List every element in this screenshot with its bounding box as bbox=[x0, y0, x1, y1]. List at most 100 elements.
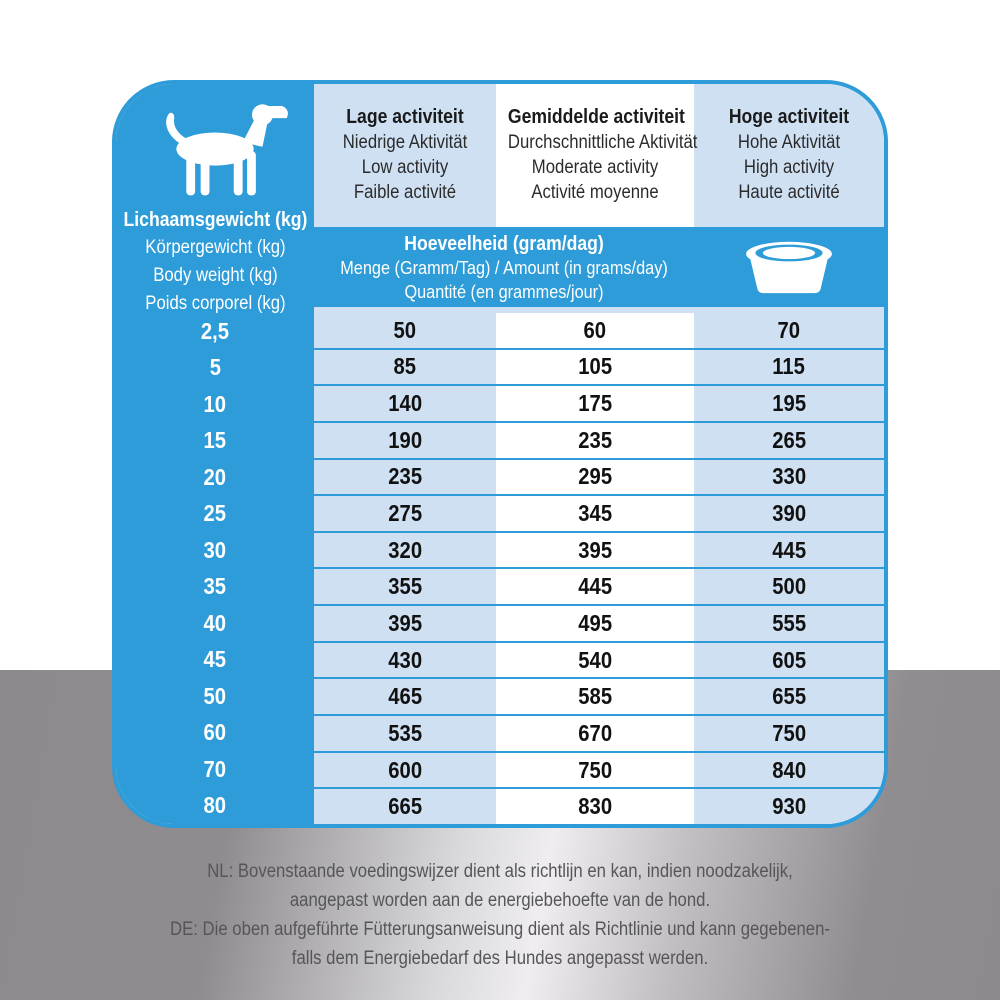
amount-cell: 140 bbox=[314, 386, 496, 421]
amount-label-fr: Quantité (en grammes/jour) bbox=[404, 281, 604, 302]
amount-label-de-en: Menge (Gramm/Tag) / Amount (in grams/day… bbox=[340, 257, 668, 278]
amount-cell: 70 bbox=[694, 313, 884, 348]
amount-cell: 395 bbox=[496, 532, 694, 568]
amounts-main: Lage activiteit Niedrige Aktivität Low a… bbox=[314, 84, 884, 824]
footnotes: NL: Bovenstaande voedingswijzer dient al… bbox=[0, 857, 1000, 973]
amount-cell: 655 bbox=[694, 679, 884, 715]
weight-cell: 70 bbox=[203, 755, 227, 782]
table-row: 190 235 265 bbox=[314, 422, 884, 460]
amount-cell: 600 bbox=[314, 752, 496, 788]
table-row: 600 750 840 bbox=[314, 752, 884, 790]
footnote-nl-line1: NL: Bovenstaande voedingswijzer dient al… bbox=[207, 861, 793, 882]
footnote-nl-line2: aangepast worden aan de energiebehoefte … bbox=[289, 890, 711, 911]
amount-cell: 345 bbox=[496, 496, 694, 531]
amount-cell: 295 bbox=[496, 459, 694, 495]
header-line: Hohe Aktivität bbox=[737, 132, 841, 153]
amount-cell: 60 bbox=[496, 313, 694, 348]
amount-cell: 500 bbox=[694, 569, 884, 605]
feeding-table-card: Lichaamsgewicht (kg) Körpergewicht (kg) … bbox=[112, 80, 888, 828]
amount-cell: 355 bbox=[314, 569, 496, 605]
table-row: 235 295 330 bbox=[314, 459, 884, 497]
amount-cell: 175 bbox=[496, 386, 694, 421]
weight-cell: 35 bbox=[203, 573, 227, 600]
amount-cell: 670 bbox=[496, 716, 694, 751]
weight-cell: 45 bbox=[203, 646, 227, 673]
weight-cell: 60 bbox=[203, 719, 227, 746]
body-weight-label-fr: Poids corporel (kg) bbox=[144, 293, 286, 314]
amount-cell: 195 bbox=[694, 386, 884, 421]
header-line: Haute activité bbox=[738, 182, 840, 203]
header-line: Faible activité bbox=[353, 182, 457, 203]
band-row-gap bbox=[314, 307, 884, 313]
amount-cell: 105 bbox=[496, 349, 694, 385]
footnote-de-line1: DE: Die oben aufgeführte Fütterungsanwei… bbox=[170, 919, 830, 940]
weight-cell: 80 bbox=[203, 792, 227, 819]
weight-cell: 20 bbox=[203, 463, 227, 490]
body-weight-label-nl: Lichaamsgewicht (kg) bbox=[123, 209, 307, 231]
body-weight-label-en: Body weight (kg) bbox=[152, 265, 278, 286]
amount-cell: 445 bbox=[694, 532, 884, 568]
header-line: Hoge activiteit bbox=[728, 106, 850, 128]
table-row: 140 175 195 bbox=[314, 386, 884, 423]
table-row: 395 495 555 bbox=[314, 606, 884, 643]
footnote-de-line2: falls dem Energiebedarf des Hundes angep… bbox=[291, 948, 709, 969]
header-line: Activité moyenne bbox=[531, 182, 659, 203]
activity-header-row: Lage activiteit Niedrige Aktivität Low a… bbox=[314, 84, 884, 227]
table-row: 320 395 445 bbox=[314, 532, 884, 570]
amount-cell: 535 bbox=[314, 716, 496, 751]
amount-cell: 840 bbox=[694, 752, 884, 788]
weight-sidebar: Lichaamsgewicht (kg) Körpergewicht (kg) … bbox=[116, 84, 314, 824]
header-line: Gemiddelde activiteit bbox=[507, 106, 685, 128]
amount-band: Hoeveelheid (gram/dag) Menge (Gramm/Tag)… bbox=[314, 227, 884, 307]
weight-cell: 10 bbox=[203, 390, 227, 417]
table-row: 465 585 655 bbox=[314, 679, 884, 717]
table-row: 50 60 70 bbox=[314, 313, 884, 350]
amount-cell: 750 bbox=[496, 752, 694, 788]
header-line: Niedrige Aktivität bbox=[342, 132, 468, 153]
amount-cell: 235 bbox=[496, 422, 694, 458]
header-line: Durchschnittliche Aktivität bbox=[507, 132, 698, 153]
header-line: Low activity bbox=[361, 157, 449, 178]
header-line: Moderate activity bbox=[531, 157, 659, 178]
amount-cell: 395 bbox=[314, 606, 496, 641]
header-line: High activity bbox=[743, 157, 835, 178]
amount-cell: 445 bbox=[496, 569, 694, 605]
amount-cell: 265 bbox=[694, 422, 884, 458]
amount-band-labels: Hoeveelheid (gram/dag) Menge (Gramm/Tag)… bbox=[314, 230, 694, 304]
amount-cell: 605 bbox=[694, 642, 884, 678]
body-weight-label-de: Körpergewicht (kg) bbox=[144, 237, 286, 258]
weight-cell: 50 bbox=[203, 682, 227, 709]
amount-cell: 540 bbox=[496, 642, 694, 678]
table-row: 665 830 930 bbox=[314, 789, 884, 824]
amount-cell: 85 bbox=[314, 349, 496, 385]
table-row: 275 345 390 bbox=[314, 496, 884, 533]
weight-cell: 5 bbox=[209, 354, 221, 381]
dog-icon bbox=[135, 96, 295, 202]
amount-cell: 585 bbox=[496, 679, 694, 715]
weight-sidebar-header: Lichaamsgewicht (kg) Körpergewicht (kg) … bbox=[116, 84, 314, 314]
body-weight-labels: Lichaamsgewicht (kg) Körpergewicht (kg) … bbox=[116, 206, 319, 318]
weight-cell: 15 bbox=[203, 427, 227, 454]
amount-cell: 330 bbox=[694, 459, 884, 495]
amount-cell: 465 bbox=[314, 679, 496, 715]
amount-cell: 930 bbox=[694, 789, 884, 824]
weight-cell: 25 bbox=[203, 500, 227, 527]
weight-cell: 2,5 bbox=[200, 317, 230, 344]
amount-cell: 320 bbox=[314, 532, 496, 568]
amount-cell: 750 bbox=[694, 716, 884, 751]
table-row: 355 445 500 bbox=[314, 569, 884, 607]
amount-cell: 235 bbox=[314, 459, 496, 495]
table-row: 535 670 750 bbox=[314, 716, 884, 753]
weight-cell: 40 bbox=[203, 609, 227, 636]
amount-cell: 430 bbox=[314, 642, 496, 678]
activity-header-low: Lage activiteit Niedrige Aktivität Low a… bbox=[314, 84, 496, 227]
amount-label-nl: Hoeveelheid (gram/dag) bbox=[404, 233, 604, 255]
activity-header-moderate: Gemiddelde activiteit Durchschnittliche … bbox=[496, 84, 698, 227]
amount-cell: 830 bbox=[496, 789, 694, 824]
weight-cell: 30 bbox=[203, 536, 227, 563]
amount-cell: 190 bbox=[314, 422, 496, 458]
amount-cell: 665 bbox=[314, 789, 496, 824]
amount-cell: 50 bbox=[314, 313, 496, 348]
table-row: 85 105 115 bbox=[314, 349, 884, 387]
